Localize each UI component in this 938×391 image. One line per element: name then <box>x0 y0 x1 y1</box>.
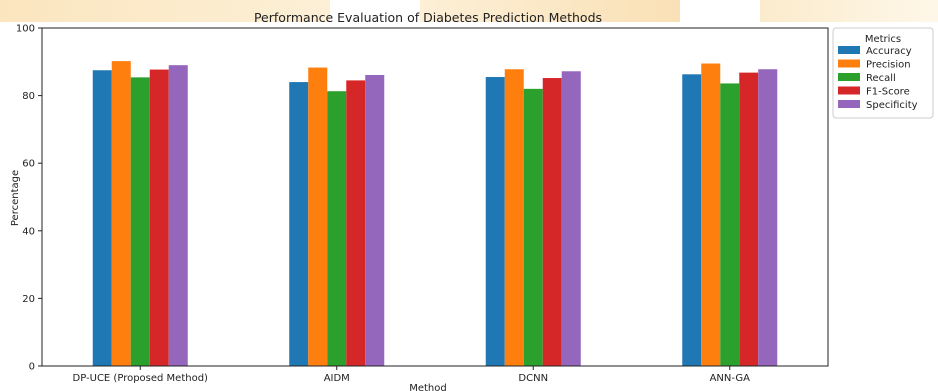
bar <box>365 74 385 367</box>
x-axis-label: Method <box>409 383 447 391</box>
bar <box>149 69 169 366</box>
chart-title: Performance Evaluation of Diabetes Predi… <box>254 10 602 25</box>
bar <box>701 63 721 367</box>
legend-swatch <box>838 100 860 108</box>
bar <box>504 69 524 367</box>
bar <box>758 69 778 367</box>
legend-swatch <box>838 86 860 95</box>
watermark-band-middle <box>420 0 680 22</box>
bars-group <box>92 61 778 367</box>
legend-swatch <box>838 46 860 54</box>
y-axis-ticks: 0 20 40 60 80 100 <box>16 24 42 373</box>
y-tick-label: 80 <box>22 91 35 102</box>
legend-swatch <box>838 73 860 81</box>
y-axis-label: Percentage <box>10 170 21 226</box>
bar <box>739 72 759 366</box>
bar <box>327 91 347 367</box>
legend-items: Accuracy Precision Recall F1-Score Specifici… <box>838 46 918 111</box>
bar <box>682 74 702 366</box>
legend-label: F1-Score <box>866 87 910 98</box>
x-tick-label: AIDM <box>324 373 350 384</box>
bar <box>542 78 562 367</box>
bar <box>130 77 150 367</box>
legend-swatch <box>838 59 860 68</box>
bar <box>289 82 309 366</box>
watermark-band-right <box>760 0 938 22</box>
legend-label: Specificity <box>866 100 918 111</box>
bar <box>485 77 505 366</box>
legend-label: Recall <box>866 73 896 84</box>
x-tick-label: DCNN <box>518 373 548 384</box>
legend-label: Precision <box>866 60 911 71</box>
x-axis-ticks: DP-UCE (Proposed Method) AIDM DCNN ANN-GA <box>73 366 751 384</box>
bar <box>346 80 366 366</box>
bar <box>92 70 112 366</box>
y-tick-label: 40 <box>22 226 35 237</box>
y-tick-label: 0 <box>29 362 35 373</box>
bar <box>523 88 543 366</box>
y-tick-label: 60 <box>22 159 35 170</box>
legend: Metrics Accuracy Precision Recall F1-Score S… <box>832 27 934 119</box>
bar <box>561 71 581 366</box>
plot-frame <box>41 27 829 367</box>
x-tick-label: ANN-GA <box>710 373 751 384</box>
x-tick-label: DP-UCE (Proposed Method) <box>73 373 209 384</box>
bar <box>111 61 131 367</box>
bar <box>168 65 188 367</box>
legend-title: Metrics <box>865 34 901 45</box>
bar <box>308 67 328 367</box>
y-tick-label: 100 <box>16 24 35 35</box>
y-tick-label: 20 <box>22 294 35 305</box>
bar <box>720 83 740 366</box>
watermark-band-left <box>0 0 330 22</box>
legend-label: Accuracy <box>866 46 912 57</box>
